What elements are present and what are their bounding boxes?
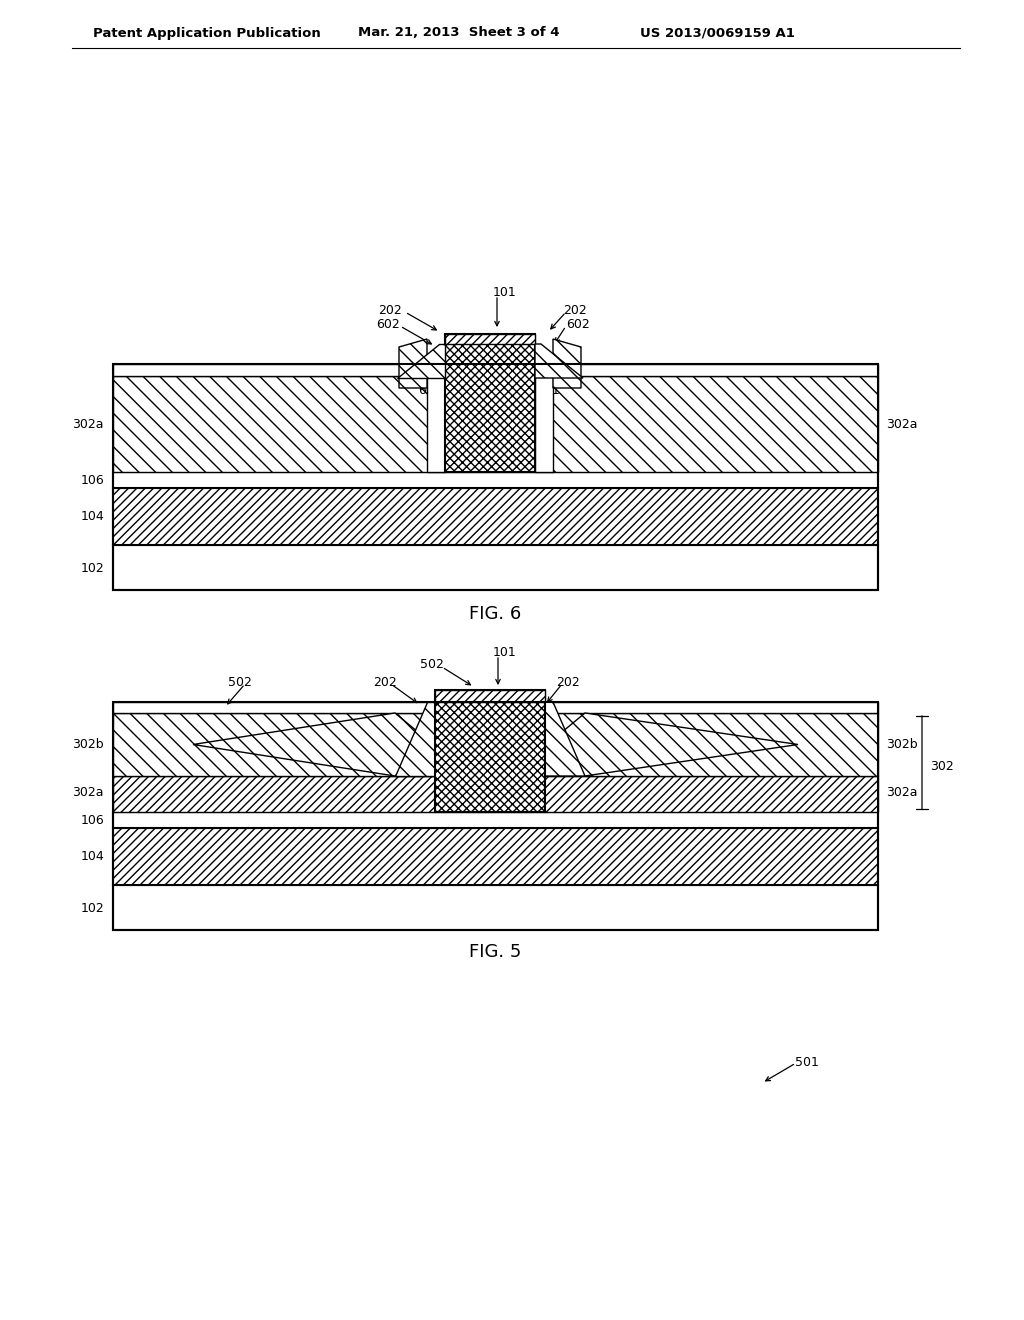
Text: 601: 601: [418, 384, 442, 396]
Polygon shape: [397, 345, 445, 378]
Text: 501: 501: [795, 1056, 819, 1068]
Text: 106: 106: [80, 474, 104, 487]
Bar: [113, 364, 878, 376]
Bar: [435, 690, 545, 812]
Polygon shape: [553, 339, 581, 388]
Bar: [113, 488, 878, 545]
Bar: [113, 776, 878, 812]
Polygon shape: [399, 339, 427, 388]
Text: 302a: 302a: [886, 787, 918, 800]
Polygon shape: [545, 702, 585, 776]
Text: 302: 302: [930, 760, 953, 774]
Polygon shape: [193, 713, 433, 776]
Bar: [113, 812, 878, 828]
Text: 104: 104: [80, 850, 104, 863]
Text: 202: 202: [556, 676, 580, 689]
Text: 102: 102: [80, 902, 104, 915]
Text: 101: 101: [493, 285, 517, 298]
Bar: [427, 376, 445, 473]
Text: 202: 202: [373, 676, 397, 689]
Bar: [435, 690, 545, 702]
Text: 102: 102: [80, 561, 104, 574]
Bar: [445, 334, 535, 345]
Bar: [113, 828, 878, 884]
Bar: [113, 702, 878, 713]
Polygon shape: [395, 702, 435, 776]
Bar: [113, 473, 878, 488]
Text: 601: 601: [537, 384, 560, 396]
Text: FIG. 5: FIG. 5: [469, 942, 521, 961]
Text: 104: 104: [80, 511, 104, 524]
Text: 302a: 302a: [73, 787, 104, 800]
Bar: [535, 376, 553, 473]
Text: 101: 101: [493, 645, 517, 659]
Polygon shape: [547, 713, 798, 776]
Bar: [113, 364, 878, 590]
Text: US 2013/0069159 A1: US 2013/0069159 A1: [640, 26, 795, 40]
Text: FIG. 6: FIG. 6: [469, 605, 521, 623]
Text: Mar. 21, 2013  Sheet 3 of 4: Mar. 21, 2013 Sheet 3 of 4: [358, 26, 559, 40]
Text: 106: 106: [80, 813, 104, 826]
Bar: [113, 702, 878, 931]
Polygon shape: [535, 345, 583, 378]
Text: 602: 602: [566, 318, 590, 330]
Text: Patent Application Publication: Patent Application Publication: [93, 26, 321, 40]
Bar: [113, 376, 878, 473]
Text: 302a: 302a: [73, 417, 104, 430]
Bar: [113, 884, 878, 931]
Text: 302a: 302a: [886, 417, 918, 430]
Text: 502: 502: [228, 676, 252, 689]
Bar: [113, 713, 878, 776]
Bar: [113, 545, 878, 590]
Text: 202: 202: [378, 304, 401, 317]
Text: 602: 602: [376, 318, 400, 330]
Text: 302b: 302b: [73, 738, 104, 751]
Bar: [445, 334, 535, 473]
Text: 202: 202: [563, 304, 587, 317]
Text: 502: 502: [420, 659, 444, 672]
Text: 302b: 302b: [886, 738, 918, 751]
